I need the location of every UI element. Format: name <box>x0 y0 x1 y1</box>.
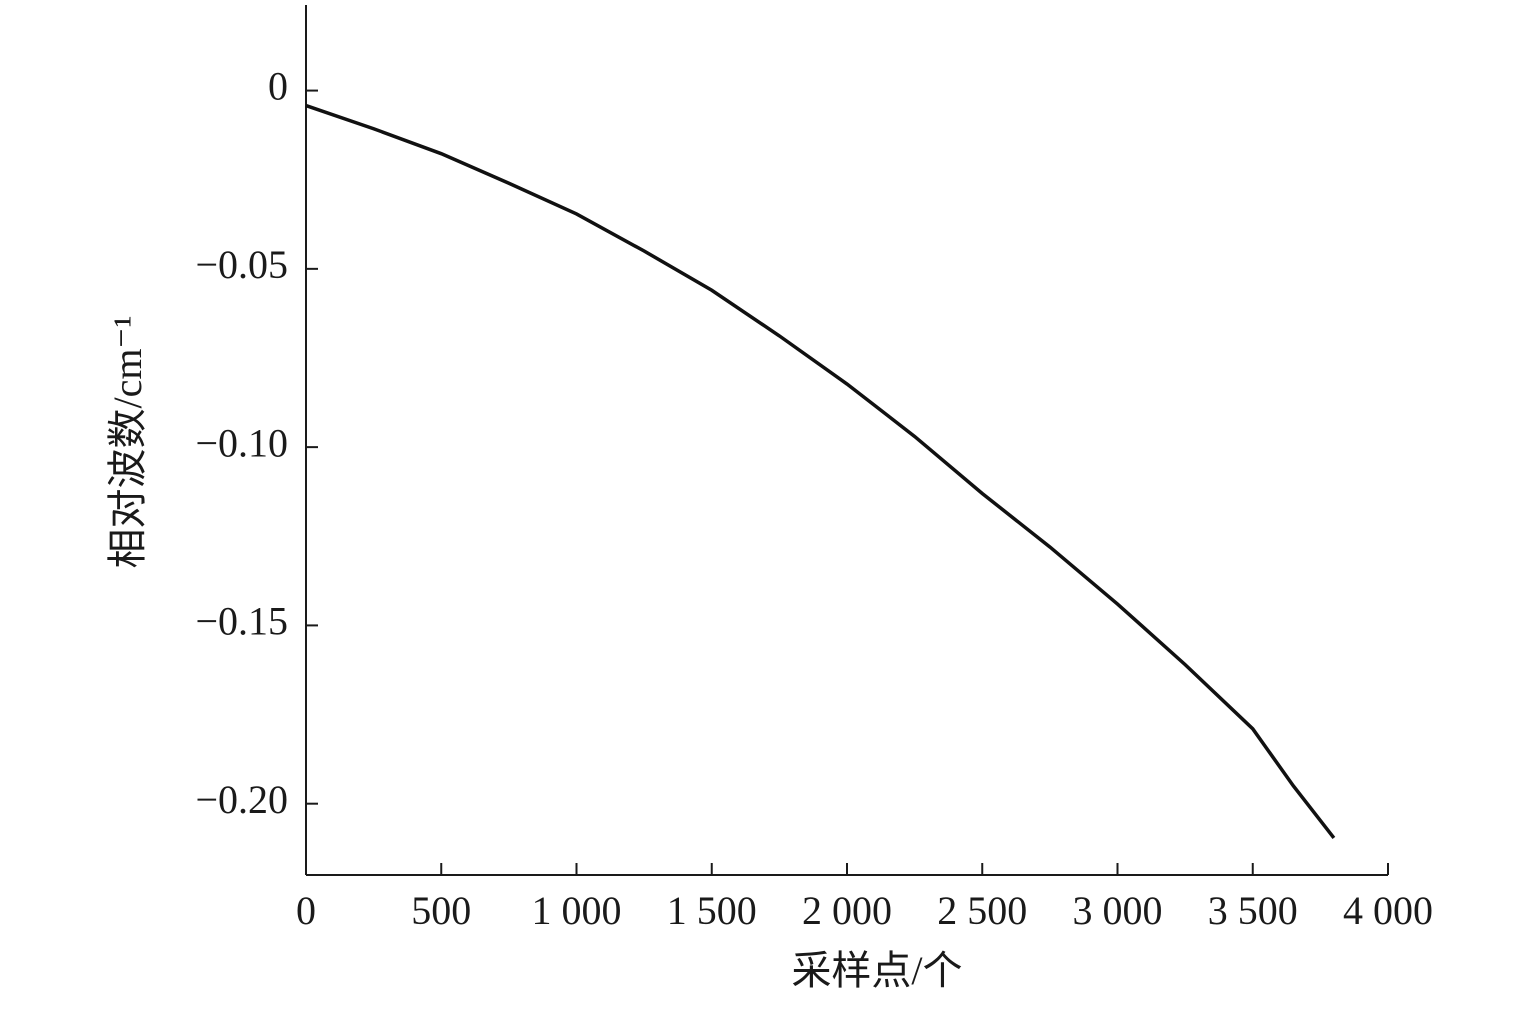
x-tick-label: 1 000 <box>532 888 622 933</box>
data-line <box>305 103 1336 839</box>
y-tick-label: 0 <box>268 64 288 109</box>
y-tick-label: −0.05 <box>195 242 288 287</box>
x-tick-label: 500 <box>411 888 471 933</box>
x-tick-label: 2 000 <box>802 888 892 933</box>
y-axis-label: 相对波数/cm⁻¹ <box>105 315 150 568</box>
x-tick-label: 0 <box>296 888 316 933</box>
y-tick-label: −0.10 <box>195 420 288 465</box>
x-tick-label: 3 500 <box>1208 888 1298 933</box>
x-tick-label: 4 000 <box>1343 888 1433 933</box>
y-tick-label: −0.20 <box>195 777 288 822</box>
x-tick-label: 1 500 <box>667 888 757 933</box>
y-tick-label: −0.15 <box>195 599 288 644</box>
x-tick-label: 3 000 <box>1073 888 1163 933</box>
x-tick-label: 2 500 <box>937 888 1027 933</box>
x-axis-label: 采样点/个 <box>791 948 962 993</box>
